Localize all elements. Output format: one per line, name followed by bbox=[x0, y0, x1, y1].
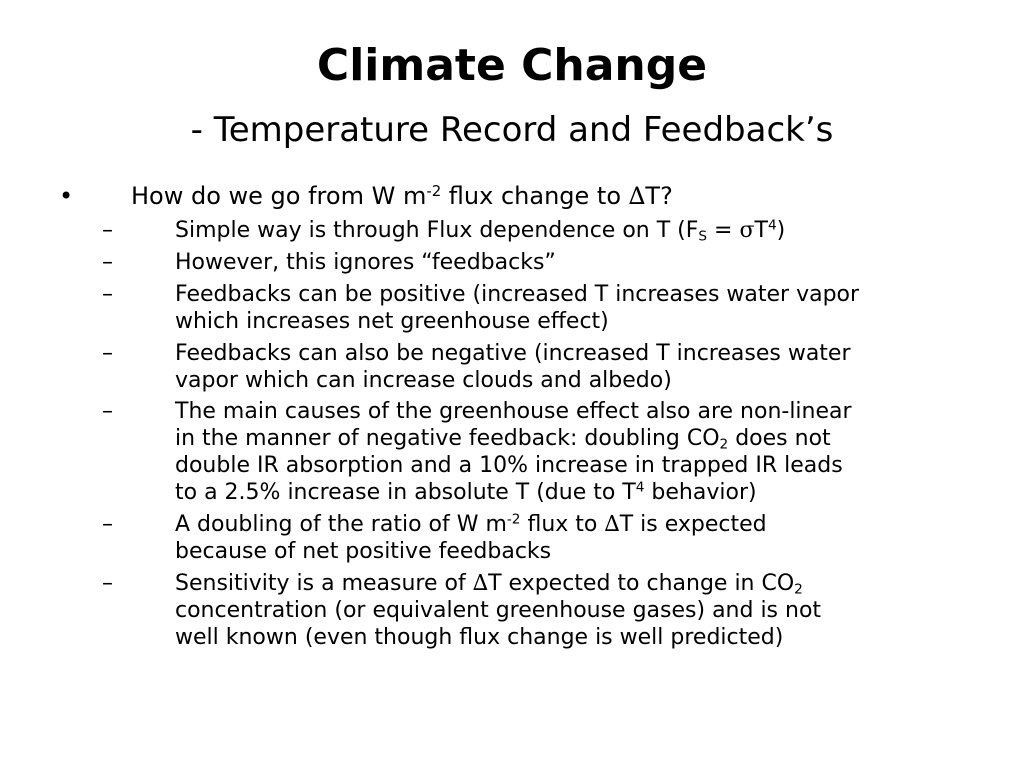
simple-text-a: Simple way is through Flux dependence on… bbox=[175, 218, 699, 243]
text-line: because of net positive feedbacks bbox=[175, 539, 552, 564]
sub-item-marker: – bbox=[102, 512, 113, 537]
text-line: The main causes of the greenhouse effect… bbox=[175, 399, 852, 424]
simple-text-b: = bbox=[707, 218, 740, 243]
text-line: vapor which can increase clouds and albe… bbox=[175, 368, 672, 393]
text-line: Feedbacks can be positive (increased T i… bbox=[175, 282, 860, 307]
simple-sub-s: S bbox=[698, 228, 708, 245]
sub-item-marker: – bbox=[102, 571, 113, 596]
delta-symbol: ∆ bbox=[472, 571, 489, 596]
text-line-part: does not bbox=[728, 426, 831, 451]
main-bullet-sup: -2 bbox=[426, 181, 442, 200]
text-line-part: behavior) bbox=[644, 480, 757, 505]
t4-superscript: 4 bbox=[635, 479, 645, 496]
text-line: which increases net greenhouse effect) bbox=[175, 309, 609, 334]
main-bullet-text-a: How do we go from W m bbox=[131, 182, 427, 210]
text-line-part: in the manner of negative feedback: doub… bbox=[175, 426, 720, 451]
text-line-part: T expected to change in CO bbox=[488, 571, 795, 596]
sub-item-text: However, this ignores “feedbacks” bbox=[175, 250, 556, 275]
co2-subscript: 2 bbox=[794, 581, 803, 598]
sub-item-text: Feedbacks can also be negative (increase… bbox=[175, 340, 851, 394]
main-bullet: • How do we go from W m-2 flux change to… bbox=[0, 180, 1024, 214]
sub-item-text: The main causes of the greenhouse effect… bbox=[175, 398, 852, 506]
text-line-part: flux to bbox=[520, 512, 605, 537]
slide-subtitle: - Temperature Record and Feedback’s bbox=[190, 110, 834, 150]
text-line-part: T is expected bbox=[619, 512, 767, 537]
main-bullet-text-b: flux change to bbox=[441, 182, 629, 210]
flux-superscript: -2 bbox=[506, 511, 521, 528]
main-bullet-text-c: T? bbox=[645, 182, 673, 210]
simple-sup-4: 4 bbox=[767, 217, 777, 234]
sub-item-marker: – bbox=[102, 399, 113, 424]
slide-title: Climate Change bbox=[316, 40, 708, 91]
sigma-symbol: σ bbox=[739, 218, 755, 243]
delta-symbol: ∆ bbox=[604, 512, 620, 537]
text-line: to a 2.5% increase in absolute T (due to… bbox=[175, 479, 852, 506]
text-line: Sensitivity is a measure of ∆T expected … bbox=[175, 570, 821, 597]
sub-item-marker: – bbox=[102, 341, 113, 366]
text-line: in the manner of negative feedback: doub… bbox=[175, 425, 852, 452]
bullet-marker: • bbox=[59, 182, 74, 210]
text-line: A doubling of the ratio of W m-2 flux to… bbox=[175, 511, 767, 538]
sub-item-text: Feedbacks can be positive (increased T i… bbox=[175, 281, 859, 335]
text-line: Feedbacks can also be negative (increase… bbox=[175, 341, 851, 366]
simple-text-d: ) bbox=[776, 218, 786, 243]
sub-item-text: Sensitivity is a measure of ∆T expected … bbox=[175, 570, 821, 651]
sub-item-marker: – bbox=[102, 250, 113, 275]
co2-subscript: 2 bbox=[719, 436, 729, 453]
text-line: concentration (or equivalent greenhouse … bbox=[175, 598, 822, 623]
simple-text-c: T bbox=[754, 218, 768, 243]
delta-symbol: ∆ bbox=[628, 182, 646, 210]
sub-item-text: Simple way is through Flux dependence on… bbox=[175, 217, 785, 244]
sub-item-text: A doubling of the ratio of W m-2 flux to… bbox=[175, 511, 767, 565]
text-line: double IR absorption and a 10% increase … bbox=[175, 453, 843, 478]
text-line-part: to a 2.5% increase in absolute T (due to… bbox=[175, 480, 636, 505]
text-line-part: A doubling of the ratio of W m bbox=[175, 512, 507, 537]
main-bullet-text: How do we go from W m-2 flux change to ∆… bbox=[131, 180, 673, 212]
text-line-part: Sensitivity is a measure of bbox=[175, 571, 473, 596]
sub-item-marker: – bbox=[102, 218, 113, 243]
sub-item-marker: – bbox=[102, 282, 113, 307]
text-line: well known (even though flux change is w… bbox=[175, 625, 784, 650]
